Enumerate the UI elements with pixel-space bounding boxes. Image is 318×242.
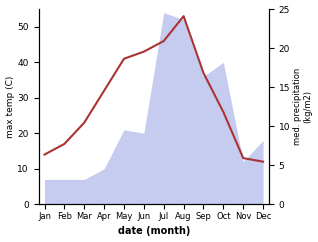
Y-axis label: med. precipitation
(kg/m2): med. precipitation (kg/m2) — [293, 68, 313, 145]
X-axis label: date (month): date (month) — [118, 227, 190, 236]
Y-axis label: max temp (C): max temp (C) — [5, 76, 15, 138]
